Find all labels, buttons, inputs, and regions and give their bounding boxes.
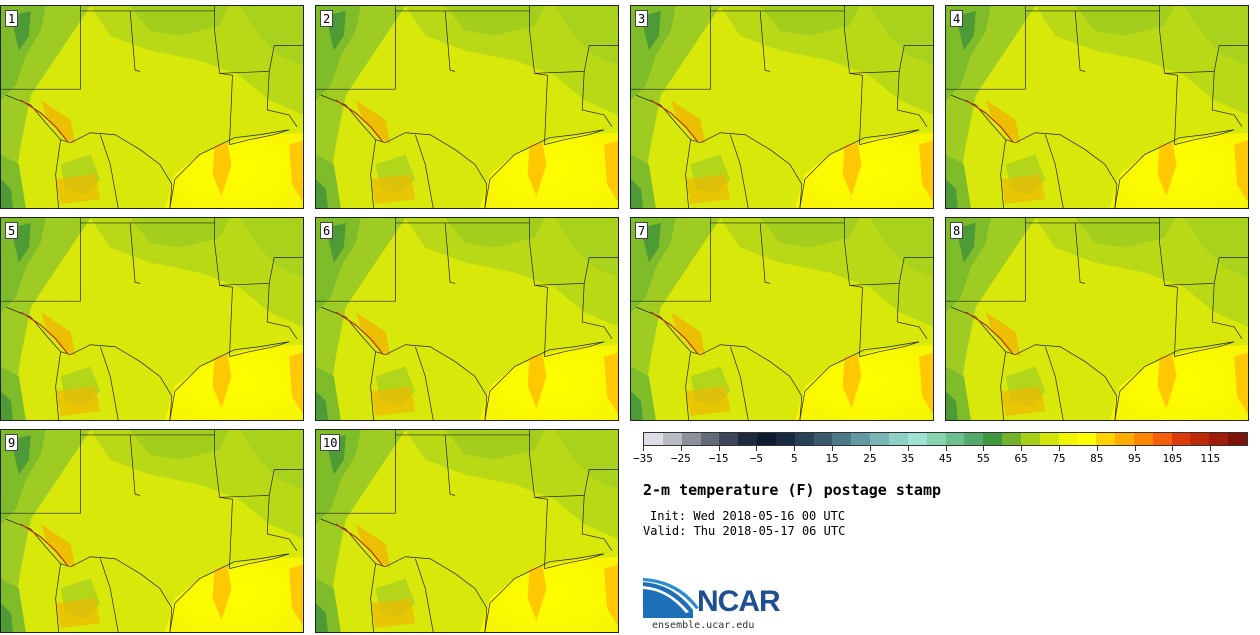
colorbar-tick	[1021, 446, 1023, 451]
colorbar-swatch	[1020, 433, 1040, 445]
colorbar-tick-label: 115	[1200, 452, 1221, 465]
colorbar-tick-label: 5	[790, 452, 798, 465]
colorbar-tick	[1058, 446, 1060, 451]
colorbar-swatch	[1002, 433, 1021, 445]
colorbar-swatch	[945, 433, 965, 445]
colorbar-tick	[1096, 446, 1098, 451]
colorbar-swatch	[983, 433, 1003, 445]
colorbar-swatch	[1115, 433, 1134, 445]
colorbar-tick	[756, 446, 758, 451]
colorbar-tick	[869, 446, 871, 451]
colorbar-swatch	[1228, 433, 1247, 445]
colorbar-tick-label: 35	[901, 452, 915, 465]
valid-time: Valid: Thu 2018-05-17 06 UTC	[643, 524, 846, 538]
colorbar-swatch	[1039, 433, 1059, 445]
colorbar-swatch	[738, 433, 758, 445]
colorbar-swatch	[700, 433, 720, 445]
colorbar-swatch	[813, 433, 833, 445]
colorbar-tick	[907, 446, 909, 451]
colorbar-tick-label: 95	[1127, 452, 1142, 465]
member-map-panel: 2	[315, 5, 619, 209]
colorbar-swatch	[644, 433, 663, 445]
ncar-logo-text: NCAR	[697, 585, 781, 618]
member-number-label: 7	[635, 222, 649, 239]
colorbar-tick-label: 75	[1052, 452, 1066, 465]
colorbar-swatch	[1096, 433, 1116, 445]
colorbar-swatch	[1171, 433, 1191, 445]
colorbar-swatch	[870, 433, 889, 445]
colorbar-swatch	[1190, 433, 1210, 445]
colorbar-tick	[643, 446, 644, 451]
member-map-panel: 6	[315, 217, 619, 421]
colorbar-tick-label: −35	[633, 452, 653, 465]
colorbar-tick-label: 45	[938, 452, 953, 465]
colorbar-swatch	[851, 433, 871, 445]
chart-title: 2-m temperature (F) postage stamp	[643, 481, 942, 499]
colorbar-tick	[718, 446, 720, 451]
colorbar-swatch	[681, 433, 701, 445]
member-number-label: 10	[320, 434, 341, 451]
colorbar-tick	[832, 446, 834, 451]
colorbar-tick	[983, 446, 985, 451]
member-number-label: 8	[950, 222, 964, 239]
temperature-colorbar	[643, 432, 1248, 446]
colorbar-swatch	[888, 433, 908, 445]
member-map-panel: 5	[0, 217, 304, 421]
colorbar-tick-label: 85	[1090, 452, 1104, 465]
colorbar-tick-label: −25	[670, 452, 691, 465]
colorbar-tick-label: 55	[976, 452, 990, 465]
colorbar-tick	[945, 446, 947, 451]
website-url[interactable]: ensemble.ucar.edu	[652, 620, 755, 631]
colorbar-swatch	[832, 433, 852, 445]
init-time: Init: Wed 2018-05-16 00 UTC	[650, 509, 846, 523]
colorbar-swatch	[662, 433, 682, 445]
colorbar-tick	[1134, 446, 1136, 451]
colorbar-swatch	[775, 433, 795, 445]
colorbar-swatch	[907, 433, 927, 445]
member-number-label: 2	[320, 10, 334, 27]
colorbar-swatch	[1058, 433, 1078, 445]
member-map-panel: 3	[630, 5, 934, 209]
colorbar-tick-label: 25	[863, 452, 877, 465]
member-map-panel: 10	[315, 429, 619, 633]
colorbar-tick-label: 65	[1014, 452, 1028, 465]
member-number-label: 9	[5, 434, 19, 451]
member-number-label: 1	[5, 10, 19, 27]
colorbar-tick	[1210, 446, 1212, 451]
member-number-label: 3	[635, 10, 649, 27]
colorbar-swatch	[757, 433, 776, 445]
colorbar-tick	[680, 446, 682, 451]
member-map-panel: 9	[0, 429, 304, 633]
colorbar-tick	[794, 446, 796, 451]
colorbar-swatch	[1209, 433, 1229, 445]
ncar-logo-icon	[643, 578, 699, 618]
member-map-panel: 8	[945, 217, 1249, 421]
colorbar-swatch	[1133, 433, 1153, 445]
colorbar-swatch	[1077, 433, 1097, 445]
member-map-panel: 1	[0, 5, 304, 209]
member-number-label: 6	[320, 222, 334, 239]
colorbar-swatch	[794, 433, 814, 445]
colorbar-swatch	[964, 433, 984, 445]
colorbar-tick-label: 105	[1162, 452, 1183, 465]
member-map-panel: 4	[945, 5, 1249, 209]
colorbar-tick	[1172, 446, 1174, 451]
colorbar-tick-label: −5	[749, 452, 764, 465]
member-number-label: 4	[950, 10, 964, 27]
colorbar-tick-label: 15	[825, 452, 839, 465]
colorbar-swatch	[926, 433, 946, 445]
member-map-panel: 7	[630, 217, 934, 421]
colorbar-swatch	[719, 433, 739, 445]
member-number-label: 5	[5, 222, 19, 239]
colorbar-swatch	[1152, 433, 1172, 445]
colorbar-tick-label: −15	[708, 452, 729, 465]
